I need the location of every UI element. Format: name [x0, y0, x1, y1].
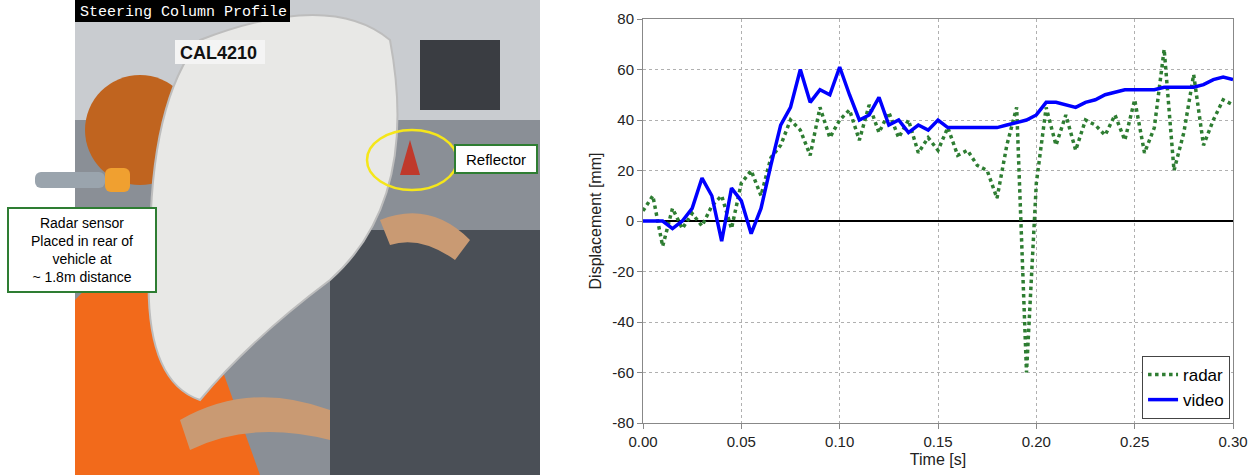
svg-text:80: 80: [617, 10, 634, 27]
svg-text:60: 60: [617, 61, 634, 78]
svg-text:0.15: 0.15: [923, 433, 952, 450]
svg-text:0.05: 0.05: [727, 433, 756, 450]
svg-text:-80: -80: [612, 414, 634, 431]
svg-text:0.20: 0.20: [1022, 433, 1051, 450]
svg-text:video: video: [1183, 391, 1224, 410]
svg-text:-60: -60: [612, 364, 634, 381]
svg-text:~ 1.8m distance: ~ 1.8m distance: [32, 269, 131, 285]
svg-text:0.30: 0.30: [1218, 433, 1247, 450]
svg-text:0.25: 0.25: [1120, 433, 1149, 450]
svg-text:Reflector: Reflector: [466, 151, 526, 168]
svg-text:-20: -20: [612, 263, 634, 280]
svg-text:radar: radar: [1183, 366, 1223, 385]
svg-text:CAL4210: CAL4210: [180, 43, 257, 63]
svg-text:0.00: 0.00: [628, 433, 657, 450]
svg-text:40: 40: [617, 111, 634, 128]
svg-text:Displacement [mm]: Displacement [mm]: [587, 153, 604, 290]
svg-text:-40: -40: [612, 313, 634, 330]
svg-text:Steering Column Profile: Steering Column Profile: [80, 4, 287, 21]
svg-text:Placed in rear of: Placed in rear of: [31, 233, 133, 249]
svg-text:Time [s]: Time [s]: [910, 451, 966, 468]
svg-text:Radar sensor: Radar sensor: [40, 215, 124, 231]
svg-text:0: 0: [626, 212, 634, 229]
svg-text:20: 20: [617, 162, 634, 179]
svg-text:0.10: 0.10: [825, 433, 854, 450]
svg-text:vehicle at: vehicle at: [52, 251, 111, 267]
